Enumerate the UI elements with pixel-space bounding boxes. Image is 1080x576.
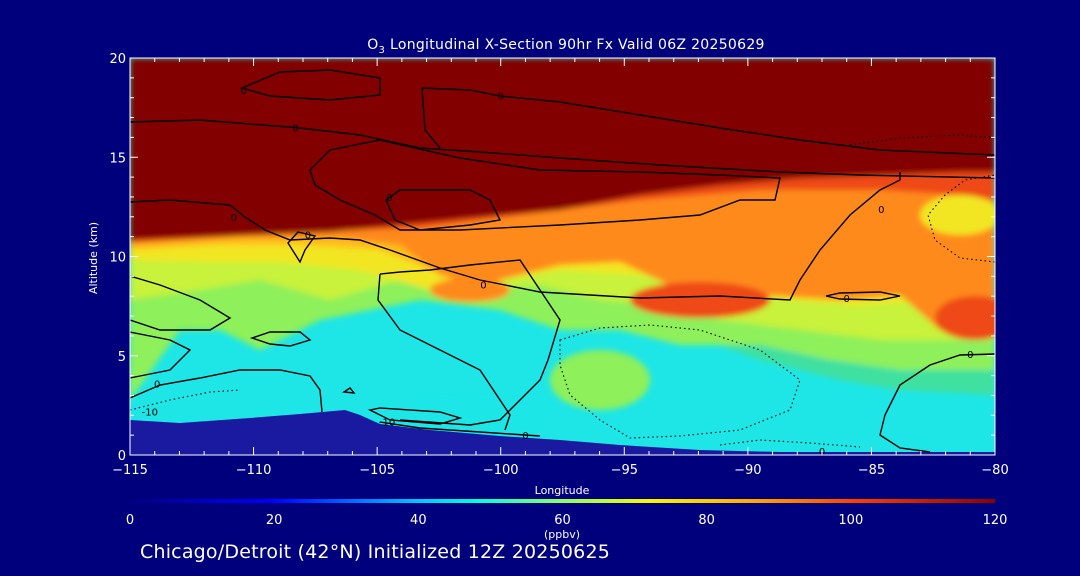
contour-top-loop-3	[421, 87, 441, 149]
contour-left-3	[130, 331, 192, 379]
contour-label: 0	[154, 380, 160, 391]
contour-ground	[379, 421, 541, 437]
contour-label: 0	[967, 350, 973, 361]
contour-mid-2	[379, 259, 561, 426]
contour-top-loop-1	[239, 69, 381, 101]
colorbar-ticks: 0 20 40 60 80 100 120	[126, 513, 1008, 528]
y-tick-label: 5	[118, 350, 126, 365]
contour-top-1	[130, 119, 995, 179]
colorbar-tick-label: 100	[838, 513, 863, 528]
x-tick-label: −95	[611, 463, 638, 478]
ozone-patch-cyan-1	[380, 397, 560, 433]
x-tick-label: −85	[858, 463, 885, 478]
contour-lower-1	[130, 369, 323, 413]
colorbar-unit-label: (ppbv)	[544, 528, 580, 541]
contour-label: -10	[142, 407, 158, 418]
contour-label: 0	[480, 280, 486, 291]
x-tick-label: −90	[734, 463, 761, 478]
contour-label: 0	[844, 294, 850, 305]
contour-left-1	[130, 275, 232, 331]
colorbar-tick-label: 0	[126, 513, 134, 528]
chart-title: O3 Longitudinal X-Section 90hr Fx Valid …	[367, 37, 765, 56]
colorbar-tick-label: 80	[698, 513, 715, 528]
contour-lines	[130, 69, 995, 453]
ozone-patch-green-1	[550, 350, 650, 410]
contour-label: 0	[498, 92, 504, 103]
contour-label: 0	[305, 231, 311, 242]
contour-top-loop-2	[421, 87, 995, 156]
title-part-pre: O	[367, 37, 378, 53]
contour-dotted-1	[559, 324, 801, 439]
x-axis: −115 −110 −105 −100 −95 −90 −85 −80	[112, 58, 1009, 478]
colorbar-tick-label: 40	[410, 513, 427, 528]
contour-mid-3	[377, 273, 511, 431]
contour-lower-2	[367, 407, 463, 425]
colorbar-tick-label: 20	[266, 513, 283, 528]
contour-mid-1	[309, 139, 781, 231]
contour-lines-dotted	[130, 134, 995, 448]
x-tick-label: −80	[981, 463, 1008, 478]
contour-label: 0	[292, 123, 298, 134]
ozone-patch-high-1	[630, 282, 770, 318]
contour-label: 0	[878, 205, 884, 216]
colorbar-tick-label: 120	[983, 513, 1008, 528]
x-tick-label: −110	[236, 463, 272, 478]
x-tick-label: −100	[483, 463, 519, 478]
x-tick-label: −115	[112, 463, 148, 478]
y-tick-label: 20	[109, 52, 126, 67]
contour-label: 0	[231, 213, 237, 224]
contour-right-1	[879, 353, 995, 453]
y-axis: 0 5 10 15 20	[109, 52, 995, 464]
terrain	[130, 410, 995, 455]
title-part-subscript: 3	[379, 45, 386, 56]
x-tick-label: −105	[359, 463, 395, 478]
ozone-patch-mid-1	[430, 278, 510, 302]
contour-small-1	[341, 387, 356, 394]
colorbar-tick-label: 60	[554, 513, 571, 528]
contour-loop-b	[287, 231, 317, 264]
footer-caption: Chicago/Detroit (42°N) Initialized 12Z 2…	[140, 541, 611, 563]
contour-label: 0	[522, 431, 528, 442]
ozone-patch-yellow-1	[920, 195, 995, 235]
contour-label: 0	[240, 86, 246, 97]
y-axis-label: Altitude (km)	[87, 222, 100, 294]
x-axis-label: Longitude	[535, 484, 590, 497]
contour-main	[130, 172, 901, 301]
contour-loop-a	[385, 189, 502, 231]
contour-loop-c	[825, 291, 901, 301]
title-part-post: Longitudinal X-Section 90hr Fx Valid 06Z…	[385, 37, 765, 53]
y-tick-label: 10	[109, 251, 126, 266]
y-tick-label: 0	[118, 449, 126, 464]
ozone-band-106	[130, 58, 995, 240]
y-tick-label: 15	[109, 151, 126, 166]
contour-label: 0	[386, 193, 392, 204]
contour-left-2	[249, 331, 312, 347]
contour-label: -10	[379, 417, 395, 428]
colorbar	[130, 499, 995, 503]
ozone-patch-high-2	[935, 296, 995, 340]
